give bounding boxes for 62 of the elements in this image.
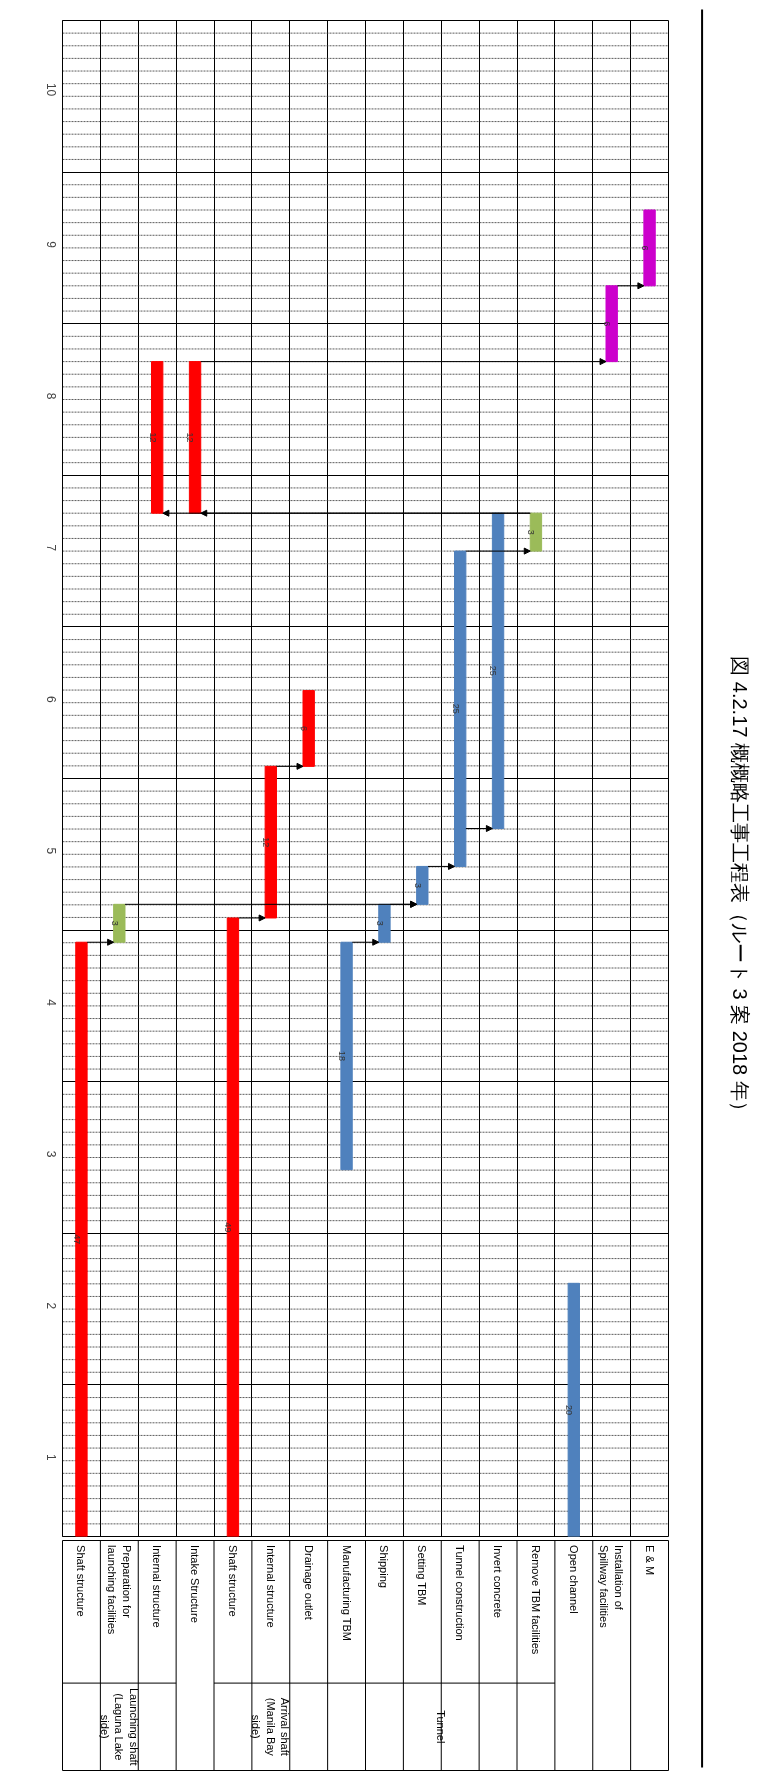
- y-tick-label: 10: [44, 82, 58, 97]
- bar: [188, 361, 202, 514]
- x-tick-label: Shaft structure: [226, 1545, 239, 1617]
- annotation: 25: [450, 703, 461, 714]
- x-tick-label: Intake Structure: [189, 1545, 202, 1623]
- x-tick-label: Installation of Spillway facilities: [598, 1545, 625, 1629]
- text: Arrival shaft (Manila Bay side): [250, 1697, 292, 1757]
- annotation: 6: [602, 321, 613, 327]
- annotation: 3: [109, 920, 120, 926]
- bar: [264, 765, 277, 919]
- y-tick-label: 5: [44, 847, 58, 855]
- y-tick-label: 1: [44, 1454, 58, 1462]
- y-tick-label: 2: [44, 1302, 58, 1310]
- bar: [491, 512, 505, 830]
- x-tick-label: Shipping: [378, 1545, 391, 1588]
- annotation: 18: [336, 1050, 347, 1061]
- bar: [454, 550, 467, 867]
- x-tick-label: Preparation for launching facilities: [106, 1545, 133, 1635]
- annotation: 25: [488, 665, 499, 676]
- x-tick-label: Internal structure: [151, 1545, 164, 1628]
- annotation: 3: [412, 882, 423, 888]
- bar: [226, 917, 240, 1537]
- x-tick-label: Shaft structure: [75, 1545, 88, 1617]
- x-tick-label: Tunnel construction: [454, 1545, 467, 1641]
- bar: [151, 361, 164, 514]
- y-tick-label: 3: [44, 1150, 58, 1158]
- text: 図 4.2.17 概概略工事工程表（ルート 3 案 2018 年）: [729, 656, 751, 1121]
- text: Tunnel: [435, 1710, 448, 1744]
- bar: [113, 903, 126, 943]
- y-tick-label: 7: [44, 544, 58, 552]
- bar: [605, 285, 618, 363]
- bar: [529, 512, 543, 552]
- bar: [378, 903, 391, 943]
- annotation: 12: [185, 432, 196, 443]
- annotation: 49: [223, 1222, 234, 1233]
- x-tick-label: Drainage outlet: [302, 1545, 315, 1620]
- x-tick-label: Setting TBM: [416, 1545, 429, 1606]
- annotation: 47: [71, 1234, 82, 1245]
- bar: [302, 690, 315, 767]
- annotation: 3: [374, 920, 385, 926]
- annotation: 20: [564, 1404, 575, 1415]
- y-tick-label: 9: [44, 241, 58, 249]
- bar: [643, 209, 656, 287]
- bar: [75, 941, 88, 1537]
- x-tick-label: Manufacturing TBM: [340, 1545, 353, 1641]
- y-tick-label: 4: [44, 999, 58, 1007]
- bar: [340, 941, 353, 1171]
- x-tick-label: Remove TBM facilities: [529, 1545, 542, 1655]
- bar: [416, 865, 429, 905]
- annotation: 6: [639, 245, 650, 251]
- x-tick-label: Invert concrete: [492, 1545, 505, 1618]
- annotation: 3: [526, 529, 537, 535]
- bar: [567, 1282, 580, 1537]
- x-tick-label: Internal structure: [264, 1545, 277, 1628]
- annotation: 12: [261, 837, 272, 848]
- x-tick-label: E & M: [643, 1545, 656, 1576]
- y-tick-label: 8: [44, 392, 58, 400]
- y-tick-label: 6: [44, 696, 58, 704]
- annotation: 12: [147, 432, 158, 443]
- text: Launching shaft (Laguna Lake side): [98, 1687, 140, 1766]
- annotation: 6: [299, 725, 310, 731]
- x-tick-label: Open channel: [567, 1545, 580, 1614]
